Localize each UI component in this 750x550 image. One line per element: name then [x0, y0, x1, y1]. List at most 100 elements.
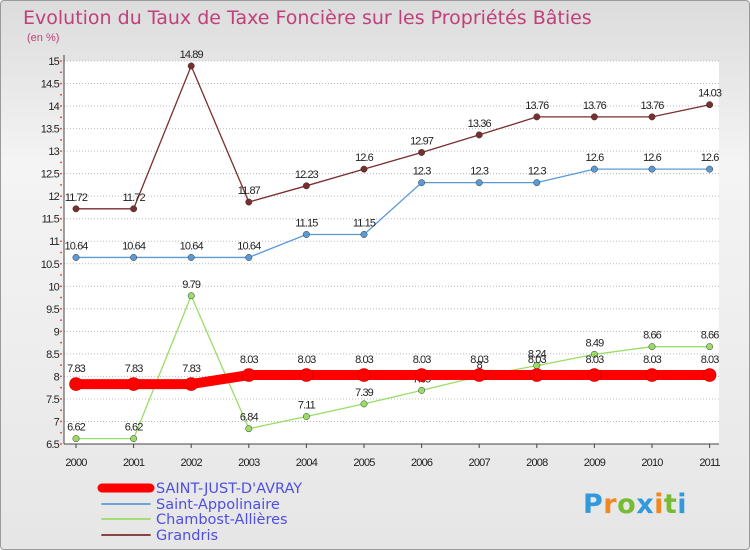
data-label: 8.03: [413, 354, 432, 366]
y-tick-label: 6.5: [46, 439, 60, 451]
y-tick-label: 11: [49, 236, 60, 248]
data-point: [590, 350, 598, 358]
y-tick-label: 15: [48, 56, 59, 68]
data-label: 11.72: [122, 192, 145, 204]
data-point: [706, 101, 714, 109]
data-label: 7.83: [67, 363, 86, 375]
y-tick-label: 12.5: [41, 169, 60, 181]
data-label: 14.89: [180, 49, 204, 61]
data-label: 8.03: [355, 354, 374, 366]
data-point: [187, 292, 195, 300]
data-point: [302, 231, 310, 238]
y-axis-minor-tick: [60, 93, 62, 96]
data-label: 13.76: [525, 100, 549, 112]
data-label: 12.3: [413, 166, 432, 178]
y-axis-minor-tick: [60, 307, 62, 310]
y-tick-label: 13.5: [41, 124, 60, 136]
y-axis-minor-tick: [60, 229, 62, 231]
data-point: [69, 377, 83, 391]
data-point: [590, 165, 598, 173]
y-tick-label: 10.5: [41, 259, 60, 271]
y-axis-minor-tick: [60, 386, 62, 389]
data-point: [302, 182, 310, 190]
data-point: [418, 179, 426, 187]
data-point: [706, 343, 714, 351]
data-label: 8.03: [240, 354, 259, 366]
data-point: [357, 368, 371, 382]
y-axis-minor-tick: [60, 127, 62, 130]
data-point: [702, 368, 717, 382]
data-point: [72, 435, 80, 443]
data-point: [242, 368, 256, 382]
y-axis-minor-tick: [60, 60, 62, 62]
logo-letter: i: [654, 489, 664, 520]
data-label: 7.39: [355, 387, 374, 399]
data-point: [648, 165, 656, 173]
data-point: [648, 113, 656, 121]
data-point: [529, 368, 544, 382]
data-label: 8.66: [701, 330, 720, 342]
data-label: 9.79: [182, 279, 201, 291]
x-tick-label: 2010: [641, 457, 663, 469]
data-point: [648, 343, 656, 351]
x-axis-ticks: 2000 2001 2002 2003 2004 2005 2006 2007 2008 2009…: [65, 444, 721, 469]
data-label: 7.83: [125, 363, 144, 375]
x-tick-label: 2002: [181, 457, 203, 469]
data-point: [130, 205, 138, 213]
data-label: 11.72: [65, 192, 88, 204]
y-axis-minor-tick: [60, 71, 62, 74]
legend: SAINT-JUST-D'AVRAYSaint-AppolinaireChamb…: [97, 481, 302, 544]
data-point: [245, 254, 253, 261]
proxiti-logo: Proxiti: [583, 489, 687, 520]
y-axis-minor-tick: [60, 150, 62, 153]
logo-letter: i: [677, 489, 688, 520]
data-label: 12.23: [295, 169, 319, 181]
y-tick-label: 10: [48, 281, 59, 293]
series-line: [75, 295, 711, 440]
y-tick-label: 14.5: [41, 79, 60, 91]
y-axis-minor-tick: [60, 319, 62, 321]
data-label: 13.76: [640, 100, 664, 112]
data-label: 13.76: [583, 100, 607, 112]
data-label: 10.64: [122, 240, 146, 252]
data-point: [645, 368, 659, 382]
data-label: 8.03: [701, 354, 720, 366]
data-label: 10.64: [64, 240, 88, 252]
data-label: 12.6: [355, 152, 374, 164]
legend-label: SAINT-JUST-D'AVRAY: [156, 481, 302, 497]
data-label: 8.03: [470, 354, 489, 366]
data-point: [590, 113, 598, 121]
data-point: [587, 368, 602, 382]
y-axis-minor-tick: [60, 420, 62, 423]
data-point: [302, 413, 310, 420]
data-label: 8.03: [643, 354, 662, 366]
y-tick-label: 11.5: [42, 214, 60, 226]
logo-letter: r: [603, 489, 618, 520]
y-axis-minor-tick: [60, 398, 62, 400]
x-tick-label: 2000: [65, 457, 87, 469]
data-point: [414, 368, 429, 382]
y-axis-minor-tick: [60, 82, 62, 85]
y-tick-label: 14: [48, 101, 59, 113]
y-tick-label: 8.5: [46, 349, 60, 361]
data-point: [533, 113, 541, 121]
data-point: [184, 377, 198, 391]
y-tick-label: 7: [54, 416, 60, 428]
data-label: 12.3: [470, 166, 489, 178]
x-tick-label: 2008: [526, 457, 548, 469]
data-point: [475, 179, 483, 187]
data-label: 11.15: [353, 217, 376, 229]
logo-letter: o: [617, 489, 637, 520]
data-point: [187, 62, 195, 70]
y-axis-minor-tick: [60, 251, 62, 254]
data-point: [418, 149, 426, 156]
y-axis-minor-tick: [60, 274, 62, 276]
y-axis-minor-tick: [60, 375, 62, 378]
x-tick-label: 2004: [296, 457, 318, 469]
data-label: 11.15: [295, 217, 318, 229]
series-1: 10.64 10.64 10.64 10.64 11.15 11.15 12.3 12.3 12…: [64, 152, 720, 261]
y-axis-minor-tick: [60, 285, 62, 288]
data-label: 10.64: [180, 240, 204, 252]
